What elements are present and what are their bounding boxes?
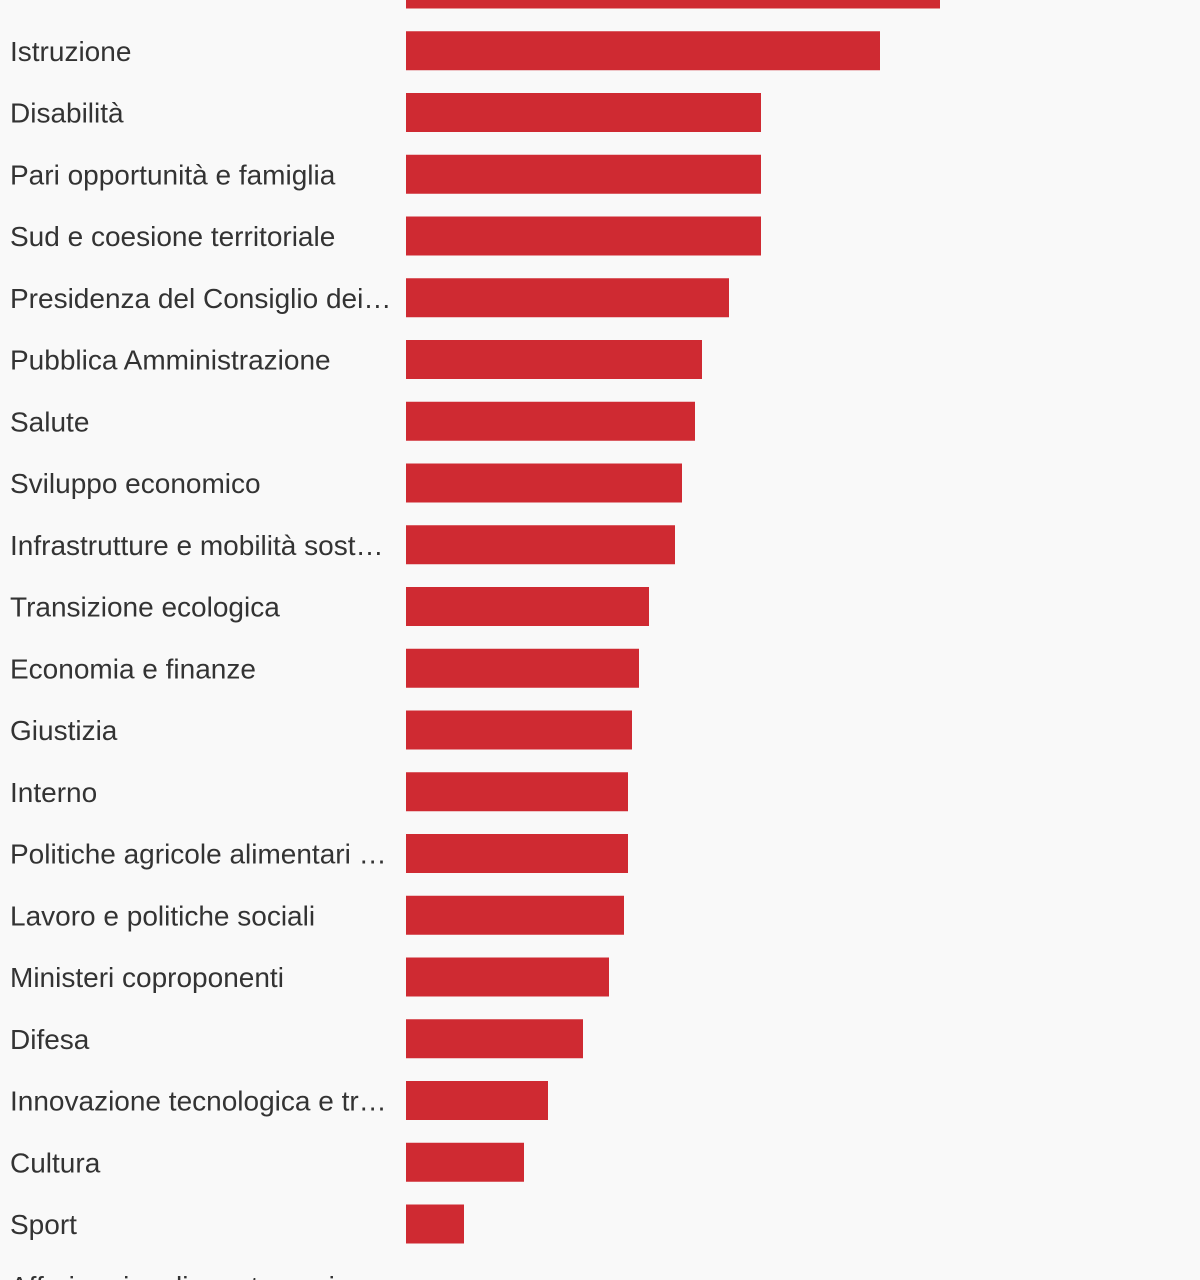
bar xyxy=(406,31,880,71)
bar xyxy=(406,895,624,935)
bar xyxy=(406,401,695,441)
bar xyxy=(406,648,639,688)
bar xyxy=(406,278,729,318)
category-label: Lavoro e politiche sociali xyxy=(10,900,315,931)
bar xyxy=(406,1204,464,1244)
bar xyxy=(406,216,761,256)
category-label: Presidenza del Consiglio dei… xyxy=(10,283,391,314)
bar xyxy=(406,957,609,997)
bar xyxy=(406,587,649,626)
category-label: Economia e finanze xyxy=(10,653,256,684)
category-label: Infrastrutture e mobilità sost… xyxy=(10,530,383,561)
bar xyxy=(406,1019,583,1059)
chart-rows: Istruzione Disabilità Pari opportunità e f… xyxy=(10,0,940,1280)
bar xyxy=(406,93,761,132)
category-label: Salute xyxy=(10,406,89,437)
category-label: Sviluppo economico xyxy=(10,468,261,499)
category-label: Affari regionali e autonomie xyxy=(10,1271,350,1280)
bar xyxy=(406,154,761,194)
category-label: Pari opportunità e famiglia xyxy=(10,159,336,190)
category-label: Politiche agricole alimentari … xyxy=(10,839,387,870)
category-label: Transizione ecologica xyxy=(10,592,280,623)
category-label: Cultura xyxy=(10,1147,101,1178)
category-label: Sport xyxy=(10,1209,77,1240)
category-label: Disabilità xyxy=(10,98,124,129)
category-label: Giustizia xyxy=(10,715,118,746)
category-label: Istruzione xyxy=(10,36,131,67)
bar xyxy=(406,525,675,565)
bar xyxy=(406,1142,524,1182)
bar xyxy=(406,0,940,9)
category-label: Interno xyxy=(10,777,97,808)
bar xyxy=(406,710,632,750)
category-label: Difesa xyxy=(10,1024,90,1055)
bar xyxy=(406,834,628,873)
category-label: Sud e coesione territoriale xyxy=(10,221,335,252)
bar xyxy=(406,1081,548,1120)
category-label: Innovazione tecnologica e tr… xyxy=(10,1086,387,1117)
bar xyxy=(406,772,628,812)
bar xyxy=(406,340,702,379)
category-label: Ministeri coproponenti xyxy=(10,962,284,993)
bar xyxy=(406,463,682,503)
category-label: Pubblica Amministrazione xyxy=(10,345,331,376)
